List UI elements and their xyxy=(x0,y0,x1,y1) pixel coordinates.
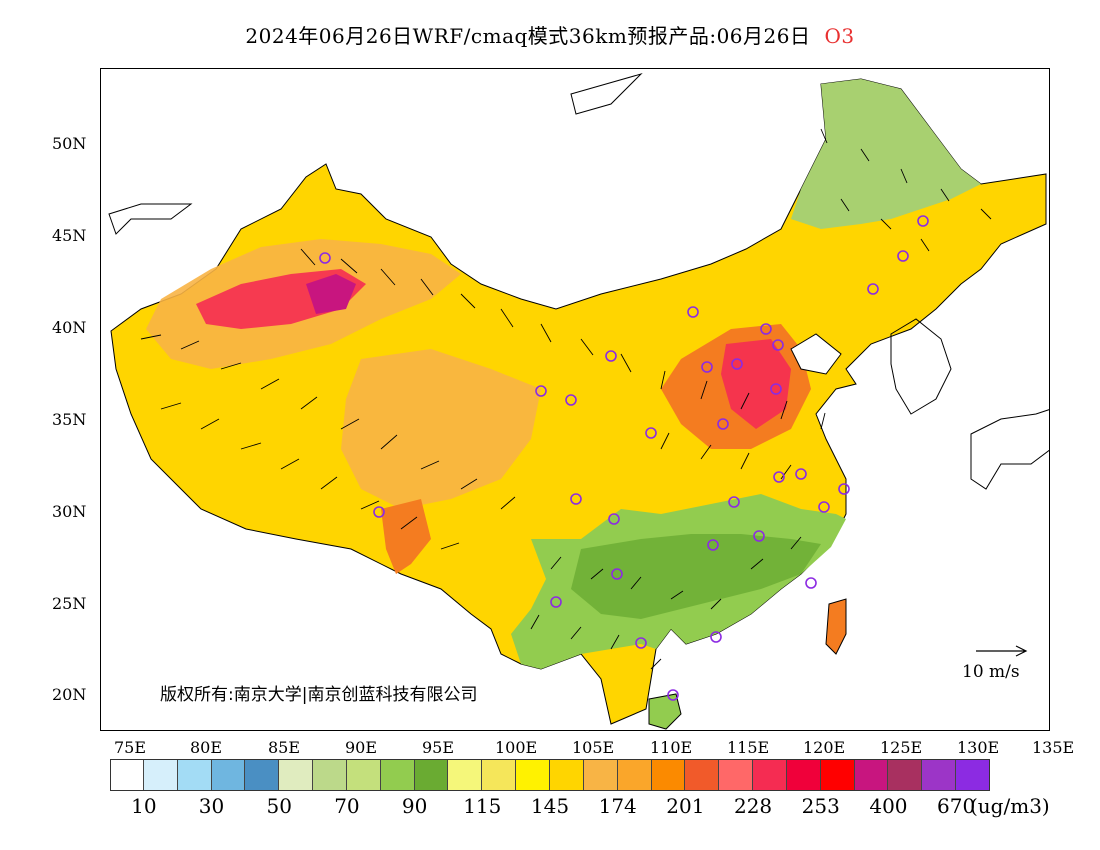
lat-label-35n: 35N xyxy=(52,410,87,429)
copyright-text: 版权所有:南京大学|南京创蓝科技有限公司 xyxy=(160,685,478,705)
lat-label-25n: 25N xyxy=(52,594,87,613)
legend-swatch xyxy=(550,759,584,791)
legend-label: 228 xyxy=(733,794,773,818)
wind-vectors xyxy=(140,128,992,670)
legend-unit: (ug/m3) xyxy=(970,794,1050,818)
north-china-peak xyxy=(721,339,791,429)
legend-swatch xyxy=(820,759,855,791)
legend-swatch xyxy=(245,759,280,791)
species-label: O3 xyxy=(824,24,855,48)
legend-label: 70 xyxy=(334,794,360,818)
legend-swatch xyxy=(786,759,821,791)
lat-label-50n: 50N xyxy=(52,134,87,153)
ozone-map xyxy=(108,72,1049,730)
lon-label-85e: 85E xyxy=(268,738,301,757)
legend-swatch xyxy=(617,759,652,791)
lon-label-75e: 75E xyxy=(114,738,147,757)
lon-label-135e: 135E xyxy=(1032,738,1075,757)
lat-label-20n: 20N xyxy=(52,685,87,704)
legend-swatch xyxy=(888,759,923,791)
lon-label-90e: 90E xyxy=(345,738,378,757)
legend-swatch xyxy=(211,759,246,791)
legend-label: 50 xyxy=(266,794,292,818)
lat-label-30n: 30N xyxy=(52,502,87,521)
south-low-patch xyxy=(571,534,821,619)
legend-swatch xyxy=(651,759,686,791)
central-high xyxy=(341,349,541,509)
legend-swatch xyxy=(583,759,618,791)
hainan-island xyxy=(648,693,682,730)
legend-swatch xyxy=(516,759,550,791)
tibet-high xyxy=(381,499,431,574)
wind-scale-arrow xyxy=(976,645,1028,657)
lon-label-80e: 80E xyxy=(190,738,223,757)
legend-label: 400 xyxy=(869,794,908,818)
legend-swatch xyxy=(414,759,449,791)
title-main: 2024年06月26日WRF/cmaq模式36km预报产品:06月26日 xyxy=(245,24,811,48)
legend-swatch xyxy=(922,759,957,791)
legend-label: 201 xyxy=(666,794,705,818)
lat-label-45n: 45N xyxy=(52,226,87,245)
legend-swatch xyxy=(279,759,314,791)
sea-outline xyxy=(570,72,643,115)
legend-label: 670 xyxy=(937,794,976,818)
legend-swatch xyxy=(177,759,212,791)
legend-label: 90 xyxy=(401,794,428,818)
legend-swatch xyxy=(143,759,178,791)
map-frame xyxy=(100,68,1050,731)
korea-outline xyxy=(890,318,952,415)
lon-label-120e: 120E xyxy=(803,738,846,757)
legend-swatch xyxy=(313,759,347,791)
legend-swatch xyxy=(719,759,754,791)
legend-border xyxy=(110,759,990,791)
lon-label-105e: 105E xyxy=(572,738,615,757)
wind-scale-label: 10 m/s xyxy=(962,662,1020,682)
lon-label-130e: 130E xyxy=(957,738,1000,757)
taiwan-island xyxy=(825,598,847,655)
legend-swatch xyxy=(448,759,483,791)
northeast-low-region xyxy=(791,79,981,229)
legend-swatch xyxy=(380,759,415,791)
legend-label: 145 xyxy=(530,794,570,818)
legend-label: 10 xyxy=(131,794,157,818)
legend-label: 174 xyxy=(598,794,637,818)
legend-label: 115 xyxy=(463,794,502,818)
lon-label-125e: 125E xyxy=(880,738,923,757)
legend-swatch xyxy=(685,759,720,791)
xinjiang-max xyxy=(306,274,356,314)
lon-label-110e: 110E xyxy=(650,738,693,757)
city-markers xyxy=(319,215,929,701)
legend-label: 30 xyxy=(198,794,225,818)
legend-swatch xyxy=(346,759,381,791)
legend-label: 253 xyxy=(801,794,840,818)
lon-label-115e: 115E xyxy=(727,738,770,757)
legend-swatch xyxy=(854,759,889,791)
lon-label-100e: 100E xyxy=(495,738,538,757)
legend-swatch xyxy=(482,759,517,791)
lake-outline xyxy=(108,203,193,235)
lon-label-95e: 95E xyxy=(422,738,455,757)
bohai-sea xyxy=(790,333,842,375)
legend-swatch xyxy=(753,759,787,791)
map-title: 2024年06月26日WRF/cmaq模式36km预报产品:06月26日 O3 xyxy=(0,20,1100,49)
japan-outline xyxy=(970,409,1049,490)
lat-label-40n: 40N xyxy=(52,318,87,337)
legend-swatch xyxy=(110,759,144,791)
